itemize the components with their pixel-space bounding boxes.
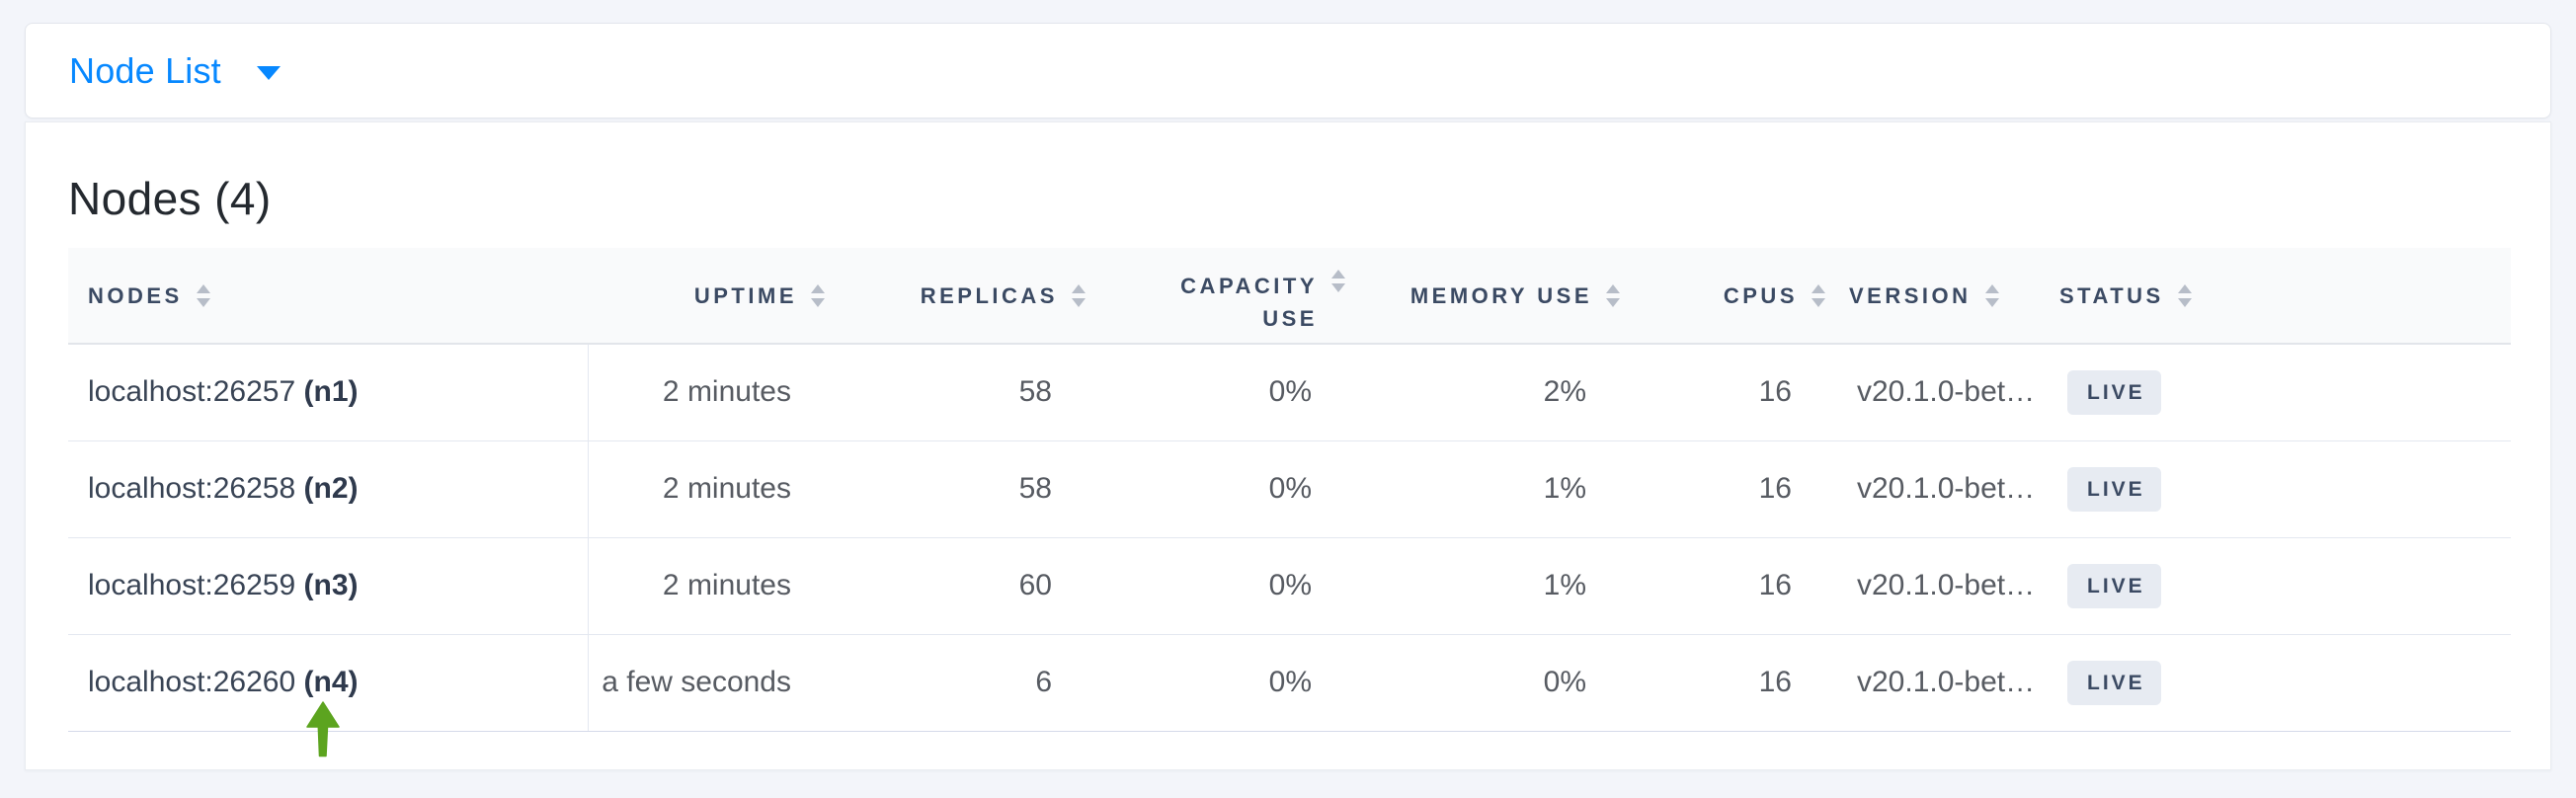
page-title: Nodes (4) xyxy=(68,173,272,224)
sort-icon[interactable] xyxy=(811,283,825,307)
version-cell: v20.1.0-bet… xyxy=(1837,344,2048,441)
memory-use-cell: 2% xyxy=(1357,344,1632,441)
status-cell: LIVE xyxy=(2048,537,2511,635)
nodes-summary-card: Nodes (4) NODES UPTIME xyxy=(25,121,2551,770)
uptime-cell: 2 minutes xyxy=(588,440,837,538)
cpus-cell: 16 xyxy=(1632,344,1837,441)
capacity-use-cell: 0% xyxy=(1097,537,1357,635)
replicas-cell: 60 xyxy=(837,537,1097,635)
column-header-cpus[interactable]: CPUS xyxy=(1632,248,1837,345)
uptime-cell: 2 minutes xyxy=(588,344,837,441)
sort-icon[interactable] xyxy=(1984,283,1999,307)
toolbar: Node List xyxy=(25,23,2551,119)
column-header-replicas[interactable]: REPLICAS xyxy=(837,248,1097,345)
arrow-up-icon xyxy=(306,701,340,758)
node-id: (n2) xyxy=(303,472,359,505)
status-cell: LIVE xyxy=(2048,440,2511,538)
column-header-version[interactable]: VERSION xyxy=(1837,248,2048,345)
node-id: (n4) xyxy=(303,666,359,698)
node-address-cell[interactable]: localhost:26257 (n1) xyxy=(68,344,589,441)
memory-use-cell: 1% xyxy=(1357,440,1632,538)
column-header-capacity-use[interactable]: CAPACITY USE xyxy=(1097,248,1357,345)
sort-icon[interactable] xyxy=(196,283,210,307)
replicas-cell: 58 xyxy=(837,440,1097,538)
cpus-cell: 16 xyxy=(1632,440,1837,538)
replicas-cell: 6 xyxy=(837,634,1097,732)
version-cell: v20.1.0-bet… xyxy=(1837,634,2048,732)
node-id: (n3) xyxy=(303,569,359,601)
column-header-nodes[interactable]: NODES xyxy=(68,248,588,345)
sort-icon[interactable] xyxy=(1331,270,1345,292)
status-badge: LIVE xyxy=(2067,466,2161,512)
memory-use-cell: 0% xyxy=(1357,634,1632,732)
version-cell: v20.1.0-bet… xyxy=(1837,440,2048,538)
view-selector-label[interactable]: Node List xyxy=(69,49,221,91)
column-header-status[interactable]: STATUS xyxy=(2048,248,2511,345)
table-row-n3[interactable]: localhost:26259 (n3) 2 minutes 60 0% 1% … xyxy=(68,537,2511,635)
cpus-cell: 16 xyxy=(1632,537,1837,635)
cpus-cell: 16 xyxy=(1632,634,1837,732)
column-header-uptime[interactable]: UPTIME xyxy=(588,248,837,345)
capacity-use-cell: 0% xyxy=(1097,634,1357,732)
sort-icon[interactable] xyxy=(2177,283,2192,307)
sort-icon[interactable] xyxy=(1072,283,1086,307)
memory-use-cell: 1% xyxy=(1357,537,1632,635)
caret-down-icon xyxy=(256,66,281,80)
node-list-table: NODES UPTIME REPLICAS xyxy=(68,248,2511,732)
uptime-cell: 2 minutes xyxy=(588,537,837,635)
uptime-cell: a few seconds xyxy=(588,634,837,732)
capacity-use-cell: 0% xyxy=(1097,440,1357,538)
table-header: NODES UPTIME REPLICAS xyxy=(68,248,2511,345)
table-row-n4[interactable]: localhost:26260 (n4) a few seconds 6 0% … xyxy=(68,634,2511,732)
table-row-n2[interactable]: localhost:26258 (n2) 2 minutes 58 0% 1% … xyxy=(68,440,2511,538)
status-badge: LIVE xyxy=(2067,563,2161,608)
status-badge: LIVE xyxy=(2067,369,2161,415)
table-row-n1[interactable]: localhost:26257 (n1) 2 minutes 58 0% 2% … xyxy=(68,344,2511,441)
column-header-memory-use[interactable]: MEMORY USE xyxy=(1357,248,1632,345)
node-address-cell[interactable]: localhost:26259 (n3) xyxy=(68,537,589,635)
replicas-cell: 58 xyxy=(837,344,1097,441)
sort-icon[interactable] xyxy=(1811,283,1825,307)
version-cell: v20.1.0-bet… xyxy=(1837,537,2048,635)
view-selector-dropdown[interactable]: Node List xyxy=(26,24,281,118)
node-id: (n1) xyxy=(303,375,359,409)
node-address-cell[interactable]: localhost:26258 (n2) xyxy=(68,440,589,538)
status-cell: LIVE xyxy=(2048,634,2511,732)
sort-icon[interactable] xyxy=(1606,283,1620,307)
capacity-use-cell: 0% xyxy=(1097,344,1357,441)
status-cell: LIVE xyxy=(2048,344,2511,441)
status-badge: LIVE xyxy=(2067,660,2161,705)
